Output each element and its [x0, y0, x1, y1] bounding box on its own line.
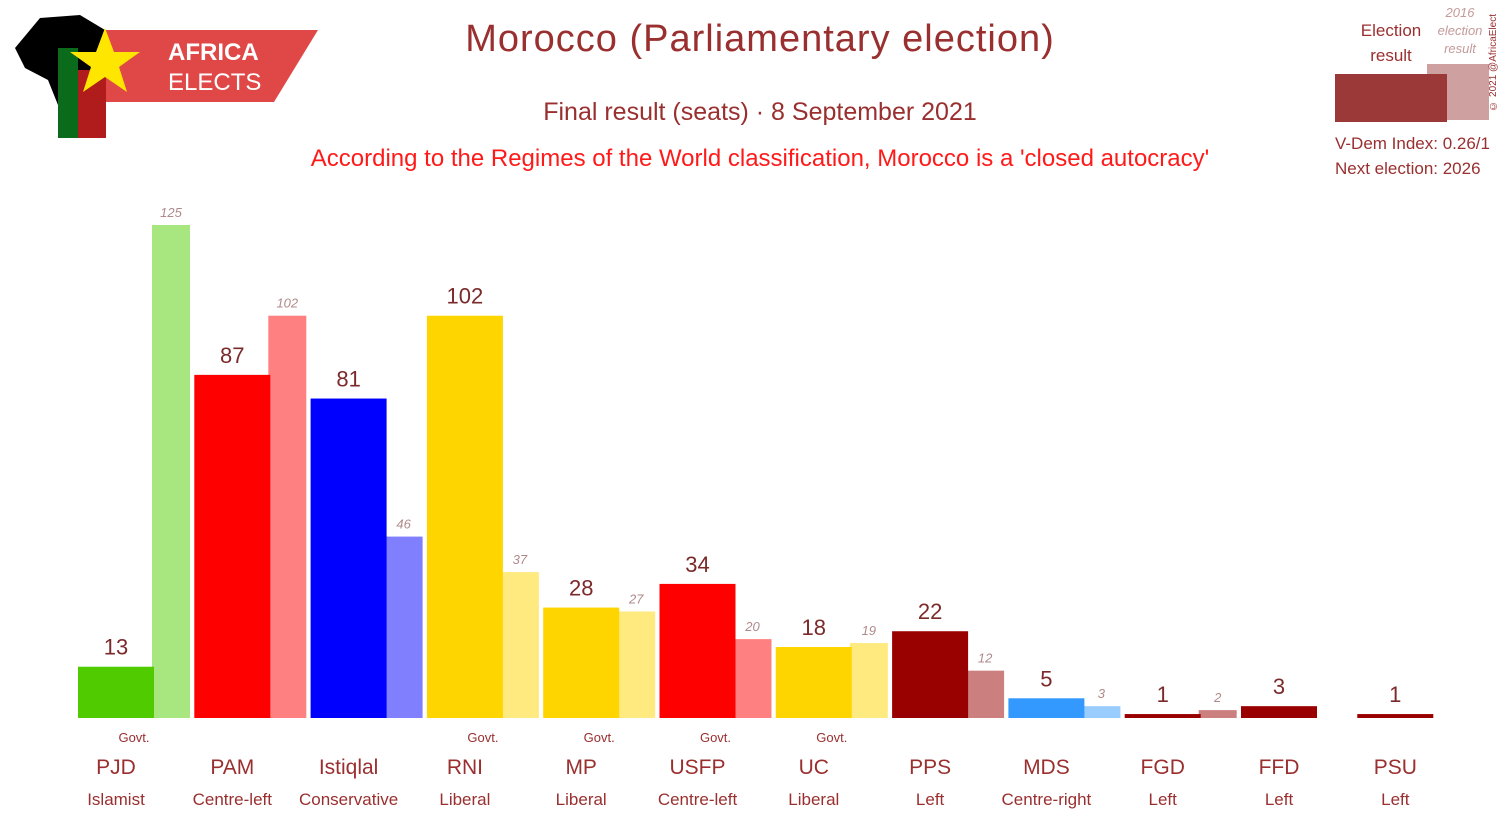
bar-2016-rni	[500, 572, 539, 718]
bar-2016-pjd	[152, 225, 190, 718]
bar-2021-fgd	[1124, 714, 1201, 718]
party-label-pps: PPS	[909, 756, 951, 779]
legend-current-label: Election result	[1360, 21, 1422, 65]
chart-subtitle: Final result (seats) · 8 September 2021	[543, 98, 977, 126]
govt-label-mp: Govt.	[584, 730, 615, 745]
party-label-psu: PSU	[1374, 756, 1417, 779]
ideology-label-fgd: Left	[1149, 790, 1178, 809]
logo-green-stripe	[58, 48, 78, 138]
value-label-2016-rni: 37	[513, 552, 528, 567]
party-label-istiqlal: Istiqlal	[319, 756, 379, 779]
ideology-label-psu: Left	[1381, 790, 1410, 809]
vdem-index: V-Dem Index: 0.26/1	[1335, 134, 1490, 153]
party-label-usfp: USFP	[669, 756, 725, 779]
bar-2016-uc	[849, 643, 888, 718]
bar-2021-mp	[543, 607, 620, 718]
bar-2021-pjd	[78, 666, 154, 718]
value-label-2016-pjd: 125	[160, 205, 182, 220]
value-label-2016-istiqlal: 46	[396, 517, 411, 532]
value-label-2021-usfp: 34	[685, 552, 709, 577]
bar-2021-pps	[892, 631, 969, 718]
party-label-pam: PAM	[210, 756, 254, 779]
value-label-2021-uc: 18	[802, 615, 826, 640]
legend: Election result 2016 election result	[1325, 0, 1510, 200]
party-label-rni: RNI	[447, 756, 483, 779]
ideology-label-pps: Left	[916, 790, 945, 809]
party-label-uc: UC	[799, 756, 829, 779]
govt-label-rni: Govt.	[467, 730, 498, 745]
value-label-2016-mds: 3	[1098, 686, 1106, 701]
bar-2016-pps	[966, 670, 1005, 718]
bar-2016-mp	[617, 611, 656, 718]
value-label-2016-mp: 27	[628, 592, 644, 607]
bar-2021-usfp	[659, 583, 736, 718]
bar-2021-ffd	[1241, 706, 1317, 718]
star-icon	[70, 28, 140, 92]
bar-2016-fgd	[1198, 710, 1237, 718]
value-label-2016-fgd: 2	[1213, 690, 1222, 705]
bar-2021-psu	[1357, 714, 1434, 718]
ideology-label-mds: Centre-right	[1002, 790, 1092, 809]
value-label-2021-pam: 87	[220, 343, 244, 368]
ideology-label-pjd: Islamist	[87, 790, 145, 809]
party-label-pjd: PJD	[96, 756, 136, 779]
chart-title: Morocco (Parliamentary election)	[465, 18, 1055, 60]
bar-2016-mds	[1082, 706, 1121, 718]
next-election: Next election: 2026	[1335, 159, 1481, 178]
bar-2016-pam	[268, 315, 307, 718]
value-label-2021-pps: 22	[918, 599, 942, 624]
bar-2021-rni	[426, 315, 503, 718]
value-label-2021-istiqlal: 81	[336, 367, 360, 392]
party-label-fgd: FGD	[1141, 756, 1185, 779]
ideology-label-mp: Liberal	[556, 790, 607, 809]
ideology-label-istiqlal: Conservative	[299, 790, 398, 809]
govt-label-usfp: Govt.	[700, 730, 731, 745]
ideology-label-usfp: Centre-left	[658, 790, 738, 809]
value-label-2021-pjd: 13	[104, 635, 128, 660]
value-label-2016-pps: 12	[978, 651, 993, 666]
value-label-2016-pam: 102	[276, 296, 298, 311]
bar-2016-istiqlal	[384, 536, 423, 718]
value-label-2016-uc: 19	[862, 623, 876, 638]
logo-line1: AFRICA	[168, 39, 259, 66]
party-label-mp: MP	[565, 756, 597, 779]
value-label-2021-rni: 102	[447, 284, 484, 309]
regime-note: According to the Regimes of the World cl…	[310, 145, 1210, 172]
party-label-mds: MDS	[1023, 756, 1070, 779]
bar-2021-istiqlal	[310, 398, 387, 718]
africa-elects-logo: AFRICA ELECTS	[15, 15, 318, 138]
legend-previous-label: 2016 election result	[1437, 5, 1483, 56]
logo-banner	[100, 30, 318, 102]
bar-2021-mds	[1008, 698, 1085, 718]
bar-2016-usfp	[733, 639, 772, 718]
value-label-2016-usfp: 20	[744, 619, 760, 634]
ideology-label-pam: Centre-left	[193, 790, 273, 809]
legend-current-swatch	[1335, 74, 1447, 122]
ideology-label-uc: Liberal	[788, 790, 839, 809]
value-label-2021-psu: 1	[1389, 682, 1401, 707]
govt-label-pjd: Govt.	[118, 730, 149, 745]
govt-label-uc: Govt.	[816, 730, 847, 745]
ideology-label-ffd: Left	[1265, 790, 1294, 809]
value-label-2021-mp: 28	[569, 576, 593, 601]
value-label-2021-fgd: 1	[1157, 682, 1169, 707]
bar-2021-pam	[194, 374, 271, 718]
party-label-ffd: FFD	[1259, 756, 1300, 779]
value-label-2021-mds: 5	[1040, 666, 1052, 691]
ideology-label-rni: Liberal	[439, 790, 490, 809]
logo-line2: ELECTS	[168, 69, 261, 96]
bar-2021-uc	[775, 647, 852, 718]
value-label-2021-ffd: 3	[1273, 674, 1285, 699]
